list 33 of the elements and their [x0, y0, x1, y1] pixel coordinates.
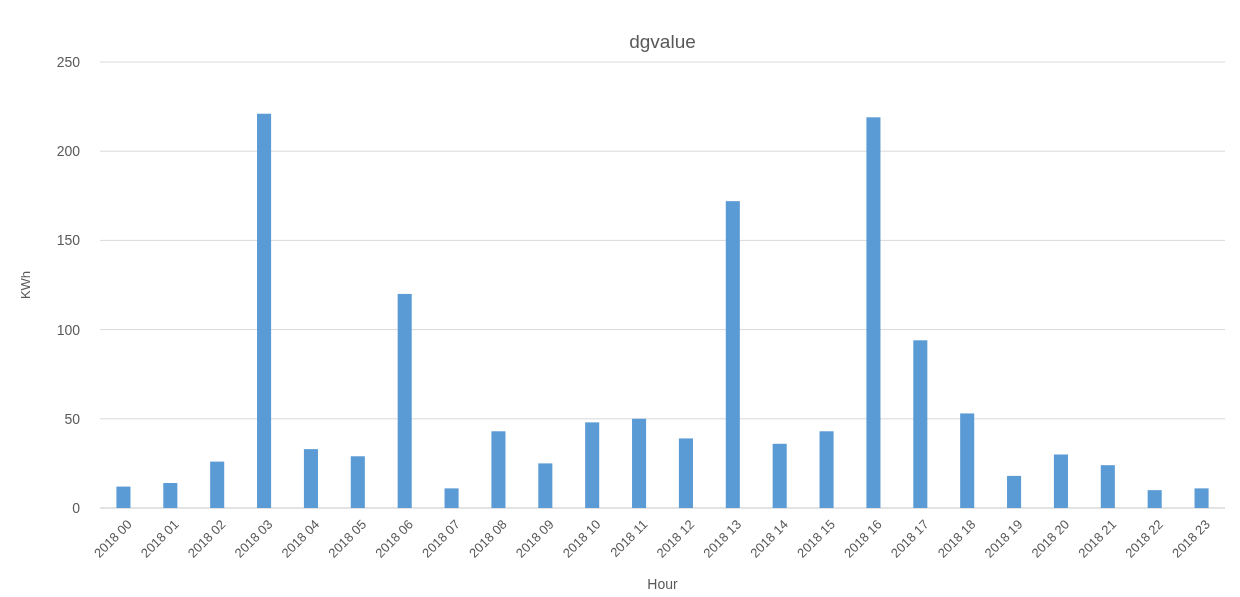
- bar: [819, 431, 834, 508]
- bar: [960, 413, 975, 508]
- y-tick-label: 100: [56, 321, 81, 338]
- bar: [1194, 488, 1209, 508]
- bar: [350, 456, 365, 508]
- y-axis-title: KWh: [18, 270, 33, 300]
- bar: [116, 486, 131, 508]
- bar: [585, 422, 600, 508]
- bar: [1007, 475, 1022, 508]
- bar: [678, 438, 693, 508]
- bar: [632, 418, 647, 508]
- bar: [1100, 465, 1115, 508]
- y-tick-label: 0: [72, 499, 81, 516]
- bar: [913, 340, 928, 508]
- bar: [210, 461, 225, 508]
- bar: [1147, 490, 1162, 508]
- y-tick-label: 200: [56, 143, 81, 160]
- y-tick-label: 250: [56, 53, 81, 70]
- bar: [725, 201, 740, 508]
- bar: [1053, 454, 1068, 508]
- y-tick-label: 50: [64, 410, 81, 427]
- bar: [397, 293, 412, 508]
- bar: [303, 449, 318, 508]
- bar: [257, 113, 272, 508]
- chart-title: dgvalue: [629, 31, 696, 52]
- bar: [163, 483, 178, 508]
- x-axis-title: Hour: [647, 576, 678, 592]
- bar: [444, 488, 459, 508]
- bar: [866, 117, 881, 508]
- bar: [538, 463, 553, 508]
- bar: [491, 431, 506, 508]
- y-tick-label: 150: [56, 232, 81, 249]
- bar: [772, 443, 787, 508]
